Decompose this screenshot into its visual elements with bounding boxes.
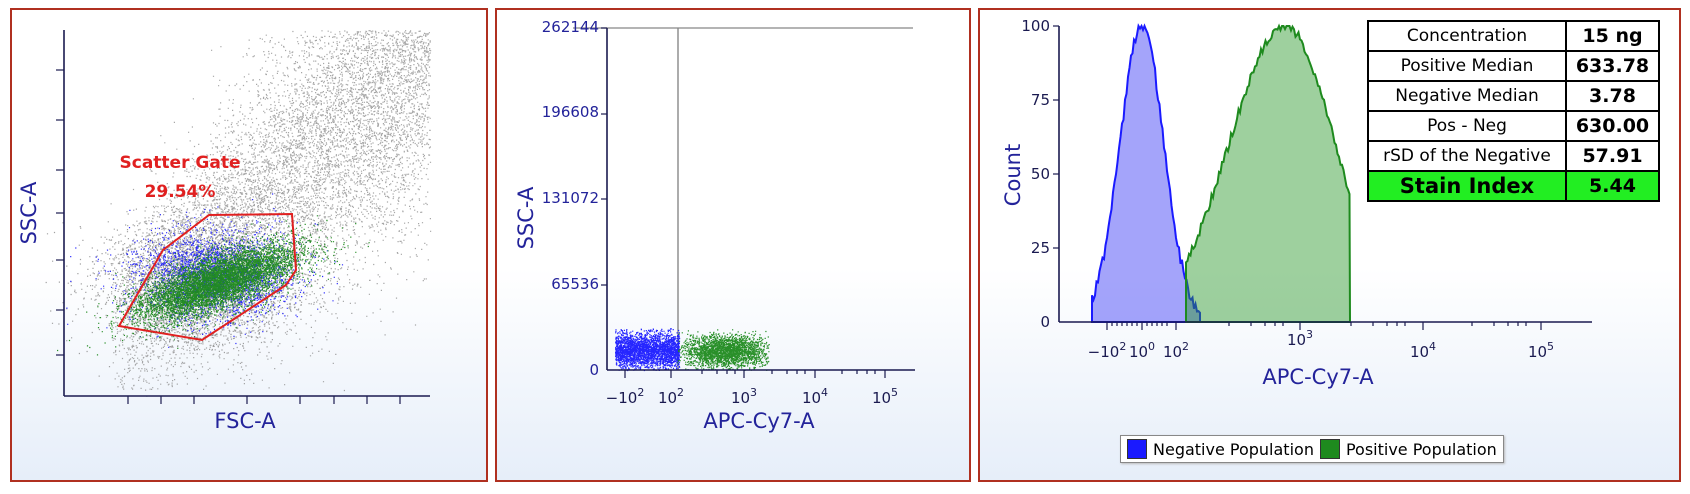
x-tick-labels: −102 102 103 104 105 xyxy=(606,386,898,407)
positive-population-histogram xyxy=(1185,23,1352,323)
stats-label: Pos - Neg xyxy=(1367,110,1567,142)
x-tick-label-100000: 105 xyxy=(872,386,898,407)
x-tick-label-100000: 105 xyxy=(1528,340,1554,361)
x-tick-label-neg100: −102 xyxy=(1088,340,1127,361)
stats-row: Concentration 15 ng xyxy=(1367,20,1660,52)
gate-name-label: Scatter Gate xyxy=(120,153,241,173)
x-tick-label-10000: 104 xyxy=(802,386,828,407)
stats-label: Concentration xyxy=(1367,20,1567,52)
y-axis-label: SSC-A xyxy=(17,181,41,244)
y-axis-label: Count xyxy=(1001,144,1025,206)
stats-label: rSD of the Negative xyxy=(1367,140,1567,172)
scatter-gate-polygon[interactable] xyxy=(117,212,298,342)
scatter-events xyxy=(45,30,432,397)
x-axis-label: APC-Cy7-A xyxy=(1262,365,1374,389)
y-tick-label: 262144 xyxy=(542,18,599,36)
stain-index-stats-table: Concentration 15 ng Positive Median 633.78 N… xyxy=(1367,20,1660,202)
negative-legend-swatch xyxy=(1127,439,1147,459)
histogram-legend: Negative Population Positive Population xyxy=(1120,435,1504,463)
positive-legend-swatch xyxy=(1319,439,1340,459)
stats-label: Negative Median xyxy=(1367,80,1567,112)
stats-label: Stain Index xyxy=(1367,170,1567,202)
background-events xyxy=(112,30,432,392)
x-tick-label-100: 102 xyxy=(1163,340,1189,361)
y-tick-label: 100 xyxy=(1021,17,1050,35)
x-tick-label-10000: 104 xyxy=(1410,340,1436,361)
gate-percent-label: 29.54% xyxy=(145,182,216,202)
stats-row: rSD of the Negative 57.91 xyxy=(1367,140,1660,172)
axis-ticks xyxy=(601,27,886,378)
x-tick-label-100: 102 xyxy=(658,386,684,407)
x-tick-label-1000: 103 xyxy=(731,386,757,407)
negative-population-events xyxy=(615,328,681,372)
positive-population-events xyxy=(677,329,770,371)
negative-population-histogram xyxy=(1091,23,1201,323)
stats-value: 15 ng xyxy=(1565,20,1660,52)
y-tick-label: 25 xyxy=(1031,239,1050,257)
apc-cy7-ssc-scatter-plot: 262144 196608 131072 65536 0 SSC-A −102 … xyxy=(514,18,915,433)
negative-legend-label: Negative Population xyxy=(1153,439,1314,459)
scatter-events xyxy=(615,328,770,372)
stats-value: 633.78 xyxy=(1565,50,1660,82)
gated-negative-events xyxy=(66,193,344,348)
stats-row: Negative Median 3.78 xyxy=(1367,80,1660,112)
fsc-ssc-scatter-plot: SSC-A FSC-A Scatter Gate 29.54% xyxy=(17,30,432,433)
stats-value: 5.44 xyxy=(1565,170,1660,202)
stats-value: 3.78 xyxy=(1565,80,1660,112)
y-tick-label: 75 xyxy=(1031,91,1050,109)
stats-row: Positive Median 633.78 xyxy=(1367,50,1660,82)
y-tick-label: 0 xyxy=(589,361,599,379)
y-tick-label: 0 xyxy=(1040,313,1050,331)
x-axis-label: APC-Cy7-A xyxy=(703,409,815,433)
histogram-panel: 100 75 50 25 0 Count −102 100 102 103 10… xyxy=(978,8,1681,482)
gated-positive-events xyxy=(57,215,370,356)
y-tick-label: 50 xyxy=(1031,165,1050,183)
y-tick-label: 131072 xyxy=(542,189,599,207)
stats-row: Stain Index 5.44 xyxy=(1367,170,1660,202)
stats-label: Positive Median xyxy=(1367,50,1567,82)
apc-cy7-histogram: 100 75 50 25 0 Count −102 100 102 103 10… xyxy=(1001,17,1592,389)
y-tick-label: 65536 xyxy=(551,275,599,293)
stats-value: 630.00 xyxy=(1565,110,1660,142)
x-tick-label-neg100: −102 xyxy=(606,386,645,407)
axis-ticks xyxy=(1053,25,1542,330)
stats-row: Pos - Neg 630.00 xyxy=(1367,110,1660,142)
axis-ticks xyxy=(56,69,401,404)
positive-legend-label: Positive Population xyxy=(1345,439,1497,459)
x-tick-label-1000: 103 xyxy=(1287,328,1313,349)
y-tick-label: 196608 xyxy=(542,103,599,121)
fsc-ssc-scatter-panel: SSC-A FSC-A Scatter Gate 29.54% xyxy=(10,8,488,482)
x-axis-label: FSC-A xyxy=(214,409,276,433)
stats-value: 57.91 xyxy=(1565,140,1660,172)
x-tick-labels: −102 100 102 103 104 105 xyxy=(1088,328,1554,361)
y-axis-label: SSC-A xyxy=(514,186,538,249)
x-tick-label-1: 100 xyxy=(1129,340,1155,361)
apc-cy7-ssc-scatter-panel: 262144 196608 131072 65536 0 SSC-A −102 … xyxy=(495,8,971,482)
